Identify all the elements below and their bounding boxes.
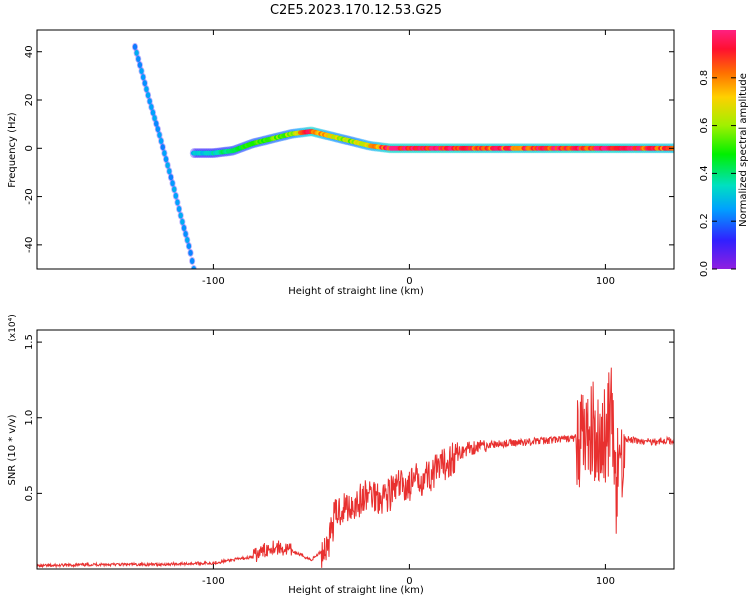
colorbar-tick-label: 0.0 [699, 261, 710, 277]
x-tick-label: 0 [406, 276, 412, 287]
ridge-point [150, 109, 156, 116]
x-tick-label: -100 [202, 276, 225, 287]
chart-title: C2E5.2023.170.12.53.G25 [270, 3, 442, 18]
y-tick-label: -20 [24, 188, 35, 204]
x-tick-label: 100 [596, 276, 615, 287]
ridge-point [144, 86, 149, 93]
y-tick-label: 0.5 [24, 485, 35, 501]
ridge-point [186, 243, 192, 250]
colorbar: 0.0 0.2 0.4 0.6 0.8 Normalized spectral ampl… [699, 30, 749, 277]
ridge-point [160, 144, 165, 151]
ridge-point [178, 212, 183, 219]
ridge-point [132, 43, 138, 50]
ridge-point [189, 257, 195, 264]
y-tick-label: 0 [24, 145, 35, 151]
y-tick-label: 1.5 [24, 334, 35, 350]
ridge-point [165, 162, 170, 169]
spectrogram-panel: -100 0 100 -40 -20 0 20 40 Height of straight l… [7, 29, 675, 297]
ridge-point [163, 156, 169, 163]
snr-y-axis-label: SNR (10 * v/v) [7, 414, 18, 485]
x-tick-label: 100 [596, 576, 615, 587]
ridge-point [168, 174, 174, 181]
ridge-point [145, 92, 151, 99]
ridge-point [157, 132, 162, 139]
ridge-point [170, 180, 175, 187]
y-tick-label: 20 [24, 94, 35, 107]
x-tick-label: 0 [406, 576, 412, 587]
ridge-point [176, 205, 182, 212]
ridge-point [183, 230, 188, 237]
ridge-point [175, 199, 180, 206]
ridge-point [137, 62, 143, 69]
ridge-point [158, 138, 164, 145]
snr-x-axis-label: Height of straight line (km) [288, 585, 424, 596]
ridge-point [134, 49, 139, 56]
ridge-point [173, 192, 179, 199]
ridge-point [142, 80, 147, 87]
snr-panel: -100 0 100 0.5 1.0 1.5 Height of straight lin… [7, 314, 675, 596]
spectrogram-x-axis-label: Height of straight line (km) [288, 286, 424, 297]
ridge-point [155, 126, 161, 133]
ridge-point [149, 104, 154, 111]
snr-series-line [37, 367, 674, 569]
colorbar-tick-label: 0.4 [699, 165, 710, 181]
snr-y-multiplier: (x10⁴) [8, 314, 18, 341]
ridge-point [139, 68, 144, 75]
y-tick-label: 1.0 [24, 410, 35, 426]
ridge-point [180, 218, 185, 225]
spectral-ridge-1 [189, 126, 674, 159]
ridge-point [167, 168, 172, 175]
snr-frame [36, 329, 675, 570]
ridge-point [152, 115, 157, 122]
x-tick-label: -100 [202, 576, 225, 587]
colorbar-tick-label: 0.2 [699, 213, 710, 229]
ridge-point [154, 120, 159, 127]
ridge-point [191, 266, 196, 269]
spectrogram-y-axis-label: Frequency (Hz) [7, 112, 18, 188]
colorbar-scale [712, 30, 736, 269]
ridge-point [185, 237, 190, 244]
colorbar-label: Normalized spectral amplitude [738, 73, 749, 227]
spectral-ridge-0 [132, 42, 197, 269]
y-tick-label: 40 [24, 45, 35, 58]
ridge-point [172, 186, 177, 193]
colorbar-tick-label: 0.8 [699, 70, 710, 86]
spectrogram-frame [36, 29, 675, 270]
ridge-point [188, 249, 193, 256]
colorbar-tick-label: 0.6 [699, 118, 710, 134]
ridge-point [181, 224, 187, 231]
ridge-point [147, 98, 152, 105]
ridge-point [162, 150, 167, 157]
y-tick-label: -40 [24, 237, 35, 253]
ridge-point [136, 55, 141, 62]
ridge-point [140, 74, 146, 81]
